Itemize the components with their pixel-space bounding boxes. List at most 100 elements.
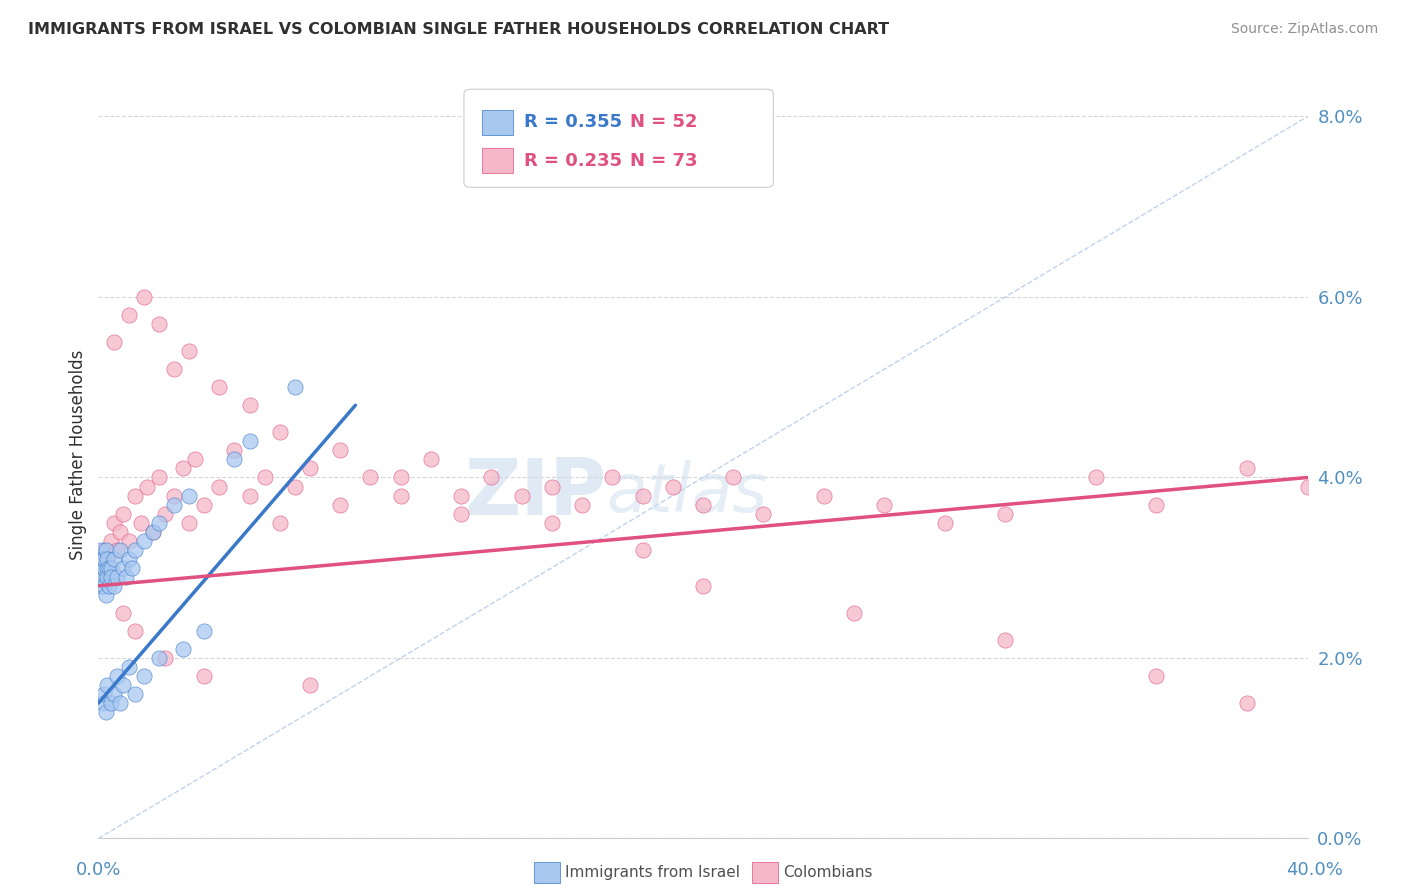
Point bbox=[105, 570, 128, 584]
Point bbox=[208, 479, 231, 493]
Point bbox=[1236, 696, 1258, 710]
Text: Immigrants from Israel: Immigrants from Israel bbox=[565, 865, 740, 880]
Point bbox=[179, 489, 201, 503]
Point bbox=[94, 542, 117, 557]
Text: Source: ZipAtlas.com: Source: ZipAtlas.com bbox=[1230, 22, 1378, 37]
Text: 0.0%: 0.0% bbox=[76, 861, 121, 879]
Point bbox=[132, 669, 155, 683]
Point bbox=[118, 533, 141, 548]
Point bbox=[193, 624, 215, 638]
Point bbox=[1236, 461, 1258, 475]
Point bbox=[184, 452, 207, 467]
Point bbox=[91, 551, 114, 566]
Point bbox=[994, 507, 1017, 521]
Point bbox=[96, 551, 118, 566]
Point bbox=[124, 624, 146, 638]
Point bbox=[105, 542, 128, 557]
Point bbox=[571, 498, 593, 512]
Point bbox=[96, 551, 118, 566]
Point bbox=[299, 461, 322, 475]
Point bbox=[450, 507, 472, 521]
Y-axis label: Single Father Households: Single Father Households bbox=[69, 350, 87, 560]
Point bbox=[135, 479, 157, 493]
Point bbox=[172, 461, 194, 475]
Point bbox=[90, 551, 112, 566]
Point bbox=[153, 507, 176, 521]
Point bbox=[91, 570, 114, 584]
Point bbox=[329, 443, 352, 458]
Point bbox=[114, 570, 136, 584]
Point bbox=[1085, 470, 1108, 484]
Point bbox=[692, 579, 714, 593]
Point bbox=[111, 606, 134, 620]
Point bbox=[100, 533, 122, 548]
Point bbox=[934, 516, 956, 530]
Text: 40.0%: 40.0% bbox=[1286, 861, 1343, 879]
Point bbox=[193, 498, 215, 512]
Point bbox=[172, 642, 194, 657]
Point bbox=[100, 570, 122, 584]
Point bbox=[148, 651, 170, 665]
Point bbox=[224, 452, 246, 467]
Point bbox=[692, 498, 714, 512]
Point bbox=[93, 579, 115, 593]
Point bbox=[96, 678, 118, 692]
Point bbox=[420, 452, 443, 467]
Point bbox=[148, 317, 170, 331]
Point bbox=[100, 696, 122, 710]
Point bbox=[163, 489, 186, 503]
Text: N = 73: N = 73 bbox=[630, 152, 697, 169]
Point bbox=[844, 606, 866, 620]
Point bbox=[224, 443, 246, 458]
Point bbox=[299, 678, 322, 692]
Point bbox=[142, 524, 165, 539]
Point bbox=[90, 579, 112, 593]
Point bbox=[540, 516, 562, 530]
Point bbox=[118, 308, 141, 322]
Point bbox=[269, 425, 291, 440]
Point bbox=[540, 479, 562, 493]
Point bbox=[111, 560, 134, 574]
Point bbox=[450, 489, 472, 503]
Point bbox=[103, 551, 125, 566]
Point bbox=[129, 516, 152, 530]
Point bbox=[108, 542, 131, 557]
Point bbox=[153, 651, 176, 665]
Point bbox=[481, 470, 503, 484]
Point bbox=[269, 516, 291, 530]
Point bbox=[148, 516, 170, 530]
Point bbox=[510, 489, 533, 503]
Point bbox=[121, 560, 143, 574]
Point bbox=[96, 570, 118, 584]
Point bbox=[98, 579, 121, 593]
Point bbox=[208, 380, 231, 394]
Point bbox=[90, 542, 112, 557]
Point bbox=[163, 498, 186, 512]
Point bbox=[631, 542, 654, 557]
Point bbox=[253, 470, 276, 484]
Point bbox=[91, 560, 114, 574]
Point bbox=[142, 524, 165, 539]
Point bbox=[93, 542, 115, 557]
Text: Colombians: Colombians bbox=[783, 865, 873, 880]
Point bbox=[96, 560, 118, 574]
Point bbox=[179, 516, 201, 530]
Point bbox=[90, 570, 112, 584]
Point bbox=[103, 687, 125, 701]
Point bbox=[103, 335, 125, 350]
Point bbox=[148, 470, 170, 484]
Point bbox=[132, 290, 155, 304]
Point bbox=[124, 687, 146, 701]
Point bbox=[813, 489, 835, 503]
Point bbox=[193, 669, 215, 683]
Point bbox=[118, 660, 141, 674]
Text: R = 0.355: R = 0.355 bbox=[524, 113, 623, 131]
Point bbox=[98, 560, 121, 574]
Point bbox=[284, 380, 307, 394]
Point bbox=[91, 696, 114, 710]
Point bbox=[132, 533, 155, 548]
Point bbox=[105, 669, 128, 683]
Text: R = 0.235: R = 0.235 bbox=[524, 152, 623, 169]
Text: IMMIGRANTS FROM ISRAEL VS COLOMBIAN SINGLE FATHER HOUSEHOLDS CORRELATION CHART: IMMIGRANTS FROM ISRAEL VS COLOMBIAN SING… bbox=[28, 22, 889, 37]
Point bbox=[631, 489, 654, 503]
